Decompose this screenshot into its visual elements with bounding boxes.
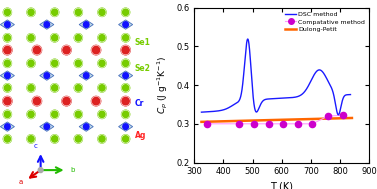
Text: Se1: Se1 <box>135 38 151 47</box>
Circle shape <box>3 8 11 16</box>
Circle shape <box>62 96 71 106</box>
Circle shape <box>74 59 83 67</box>
Circle shape <box>51 84 59 92</box>
Circle shape <box>123 22 129 27</box>
Circle shape <box>121 110 130 119</box>
Circle shape <box>5 124 10 129</box>
Circle shape <box>44 22 49 27</box>
Circle shape <box>98 8 106 16</box>
Circle shape <box>92 96 101 106</box>
Point <box>310 122 316 125</box>
Circle shape <box>51 135 59 143</box>
Circle shape <box>74 8 83 16</box>
Point <box>236 122 242 125</box>
Polygon shape <box>118 71 133 80</box>
Circle shape <box>74 110 83 119</box>
Circle shape <box>121 135 130 143</box>
Text: a: a <box>18 179 23 185</box>
Circle shape <box>121 45 130 55</box>
Circle shape <box>27 8 35 16</box>
Circle shape <box>74 135 83 143</box>
Polygon shape <box>40 122 54 131</box>
Point <box>251 122 257 125</box>
Circle shape <box>83 124 89 129</box>
Circle shape <box>3 110 11 119</box>
Circle shape <box>44 73 49 78</box>
Circle shape <box>83 22 89 27</box>
Circle shape <box>5 22 10 27</box>
Point <box>280 122 286 125</box>
Polygon shape <box>79 122 93 131</box>
Polygon shape <box>0 71 14 80</box>
Circle shape <box>27 110 35 119</box>
Polygon shape <box>79 20 93 29</box>
Polygon shape <box>118 20 133 29</box>
Circle shape <box>44 124 49 129</box>
Circle shape <box>74 84 83 92</box>
Circle shape <box>98 110 106 119</box>
Text: Se2: Se2 <box>135 64 151 74</box>
Circle shape <box>27 34 35 42</box>
Circle shape <box>3 96 12 106</box>
Circle shape <box>92 45 101 55</box>
Circle shape <box>74 34 83 42</box>
Text: b: b <box>70 167 75 173</box>
Circle shape <box>5 73 10 78</box>
Circle shape <box>3 34 11 42</box>
Polygon shape <box>0 20 14 29</box>
Circle shape <box>98 84 106 92</box>
Point <box>325 115 331 118</box>
Point <box>266 122 272 125</box>
Text: Ag: Ag <box>135 131 146 140</box>
Circle shape <box>123 73 129 78</box>
Circle shape <box>121 59 130 67</box>
Circle shape <box>51 110 59 119</box>
Polygon shape <box>0 122 14 131</box>
Circle shape <box>121 8 130 16</box>
Polygon shape <box>118 122 133 131</box>
X-axis label: T (K): T (K) <box>270 182 293 189</box>
Text: Cr: Cr <box>135 98 144 108</box>
Legend: DSC method, Compatative method, Dulong-Petit: DSC method, Compatative method, Dulong-P… <box>284 11 366 33</box>
Circle shape <box>121 96 130 106</box>
Circle shape <box>121 34 130 42</box>
Circle shape <box>32 45 41 55</box>
Circle shape <box>51 34 59 42</box>
Y-axis label: $C_p$ (J g$^{-1}$K$^{-1}$): $C_p$ (J g$^{-1}$K$^{-1}$) <box>156 56 170 114</box>
Polygon shape <box>79 71 93 80</box>
Point <box>204 122 210 125</box>
Circle shape <box>98 59 106 67</box>
Circle shape <box>3 45 12 55</box>
Circle shape <box>38 168 43 173</box>
Circle shape <box>62 45 71 55</box>
Circle shape <box>51 59 59 67</box>
Circle shape <box>83 73 89 78</box>
Circle shape <box>3 59 11 67</box>
Circle shape <box>121 84 130 92</box>
Circle shape <box>51 8 59 16</box>
Polygon shape <box>40 20 54 29</box>
Circle shape <box>27 135 35 143</box>
Polygon shape <box>40 71 54 80</box>
Circle shape <box>27 59 35 67</box>
Circle shape <box>98 34 106 42</box>
Circle shape <box>27 84 35 92</box>
Circle shape <box>3 135 11 143</box>
Text: c: c <box>33 143 37 149</box>
Circle shape <box>3 84 11 92</box>
Circle shape <box>32 96 41 106</box>
Point <box>295 122 301 125</box>
Point <box>340 114 346 117</box>
Circle shape <box>98 135 106 143</box>
Circle shape <box>123 124 129 129</box>
